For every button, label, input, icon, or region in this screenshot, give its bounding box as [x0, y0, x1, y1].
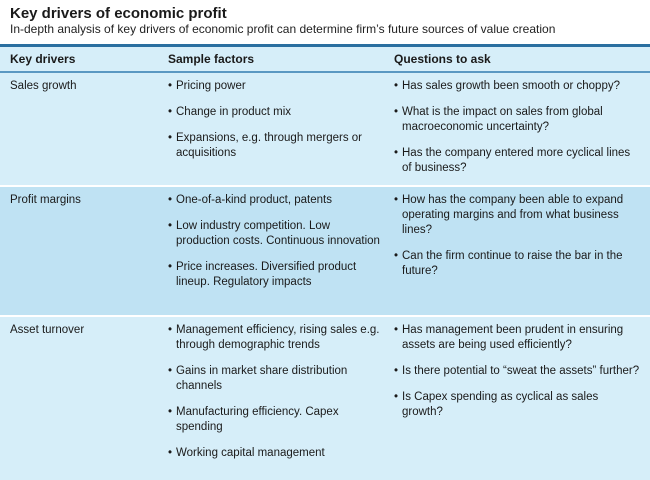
question-item: • Is Capex spending as cyclical as sales … [394, 391, 599, 418]
factor-item: • Management efficiency, rising sales e.g… [168, 324, 380, 351]
factor-item: • Working capital management [168, 447, 325, 459]
header-divider [0, 44, 650, 47]
row-questions: • How has the company been able to expand… [394, 187, 650, 315]
question-item: • Has management been prudent in ensuring… [394, 324, 624, 351]
question-item: • Has the company entered more cyclical l… [394, 147, 631, 174]
row-factors: • Pricing power • Change in product mix • E… [168, 73, 394, 185]
column-header-key-drivers: Key drivers [10, 52, 76, 66]
row-driver: Asset turnover [10, 324, 85, 336]
row-driver: Profit margins [10, 194, 81, 206]
question-item: • What is the impact on sales from global… [394, 106, 603, 133]
row-divider [0, 185, 650, 187]
column-header-sample-factors: Sample factors [168, 52, 255, 66]
row-factors: • Management efficiency, rising sales e.g… [168, 317, 394, 477]
header: Key drivers of economic profit In-depth … [0, 0, 650, 44]
factor-item: • Change in product mix [168, 106, 292, 118]
page-subtitle: In-depth analysis of key drivers of econ… [10, 22, 556, 36]
factor-item: • One-of-a-kind product, patents [168, 194, 332, 206]
row-driver: Sales growth [10, 80, 77, 92]
factor-item: • Low industry competition. Low productio… [168, 220, 380, 247]
question-item: • How has the company been able to expand… [394, 194, 624, 236]
row-questions: • Has management been prudent in ensuring… [394, 317, 650, 477]
factor-item: • Manufacturing efficiency. Capex spendin… [168, 406, 339, 433]
column-header-questions: Questions to ask [394, 52, 491, 66]
question-item: • Is there potential to “sweat the assets… [394, 365, 640, 377]
factor-item: • Price increases. Diversified product li… [168, 261, 357, 288]
table-row-sales-growth: Sales growth • Pricing power • Change in p… [0, 73, 650, 185]
table-header: Key drivers Sample factors Questions to … [0, 47, 650, 71]
row-questions: • Has sales growth been smooth or choppy?… [394, 73, 650, 185]
row-divider [0, 315, 650, 317]
factor-item: • Pricing power [168, 80, 246, 92]
factor-item: • Gains in market share distribution chan… [168, 365, 348, 392]
question-item: • Can the firm continue to raise the bar … [394, 250, 623, 277]
table-row-asset-turnover: Asset turnover • Management efficiency, r… [0, 317, 650, 477]
table-row-profit-margins: Profit margins • One-of-a-kind product, p… [0, 187, 650, 315]
column-header-divider [0, 71, 650, 73]
question-item: • Has sales growth been smooth or choppy? [394, 80, 620, 92]
page-title: Key drivers of economic profit [10, 5, 227, 22]
factor-item: • Expansions, e.g. through mergers or acq… [168, 132, 363, 159]
row-factors: • One-of-a-kind product, patents • Low ind… [168, 187, 394, 315]
